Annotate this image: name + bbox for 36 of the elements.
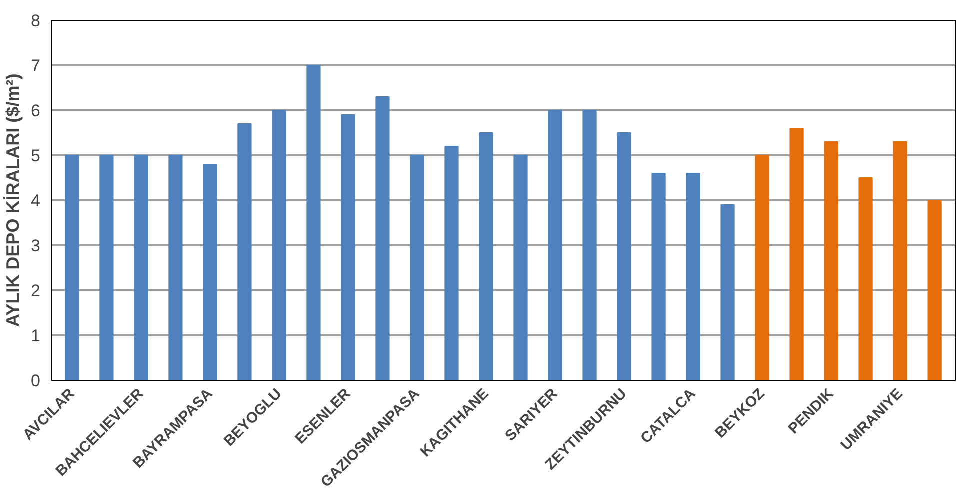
bar [479, 132, 494, 380]
y-tick-label: 2 [31, 282, 41, 300]
bar [168, 155, 183, 380]
bar [893, 142, 908, 380]
bar [238, 124, 252, 380]
y-tick-label: 7 [31, 56, 41, 76]
bar [652, 173, 666, 380]
bar [720, 204, 735, 380]
bar [306, 65, 321, 380]
bar [790, 128, 804, 380]
y-axis-title: AYLIK DEPO KİRALARI ($/m²) [3, 74, 24, 328]
bar [376, 96, 390, 380]
bar [582, 110, 597, 380]
bar [203, 164, 218, 380]
bar [617, 132, 632, 380]
y-tick-label: 0 [31, 372, 41, 390]
bar [341, 114, 356, 380]
bar [548, 110, 562, 380]
bar [410, 155, 424, 380]
bar [444, 146, 459, 380]
y-tick-label: 3 [31, 236, 41, 256]
bar [134, 155, 148, 380]
bar [928, 200, 942, 380]
bar [858, 178, 873, 380]
bar [686, 173, 700, 380]
y-tick-label: 8 [31, 12, 41, 30]
y-tick-label: 5 [31, 146, 41, 166]
bar [514, 155, 528, 380]
bar [65, 155, 80, 380]
bar [824, 142, 838, 380]
y-tick-label: 1 [31, 326, 41, 346]
bar [272, 110, 286, 380]
y-tick-label: 4 [31, 192, 41, 210]
bar [100, 155, 114, 380]
y-tick-label: 6 [31, 102, 41, 120]
bar [755, 155, 770, 380]
